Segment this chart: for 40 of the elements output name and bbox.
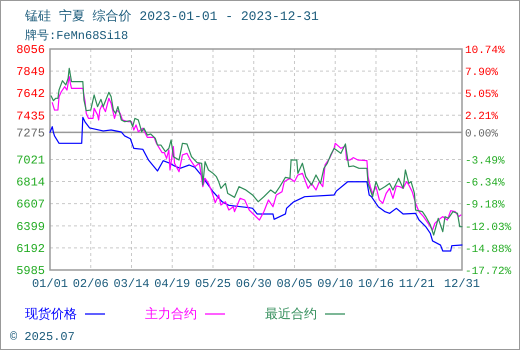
y2-tick-label: 10.74% <box>465 45 506 57</box>
legend-label: 最近合约 <box>265 307 317 322</box>
x-tick-label: 08/05 <box>276 277 312 291</box>
y-tick-label: 7642 <box>16 87 45 102</box>
y-tick-label: 7435 <box>16 109 45 124</box>
y-tick-label: 5985 <box>16 264 45 278</box>
x-tick-label: 03/14 <box>113 277 150 291</box>
y-tick-label: 6814 <box>16 176 45 190</box>
y-tick-label: 6192 <box>16 242 45 256</box>
y-tick-label: 7275 <box>16 126 45 140</box>
legend-label: 现货价格 <box>25 307 77 322</box>
line-series <box>49 116 463 252</box>
y2-tick-label: -17.72% <box>465 266 512 278</box>
x-tick-label: 02/06 <box>72 277 109 291</box>
x-tick-label: 04/19 <box>154 277 190 291</box>
y2-tick-label: 7.90% <box>465 67 498 80</box>
x-tick-label: 06/30 <box>236 277 272 291</box>
y2-tick-label: -6.34% <box>465 178 506 190</box>
text: © 2025.07 <box>10 330 75 344</box>
y-tick-label: 6399 <box>16 220 45 234</box>
y2-tick-label: -14.88% <box>465 244 512 256</box>
x-tick-label: 01/01 <box>32 277 68 291</box>
y-tick-label: 7849 <box>16 65 45 80</box>
y2-tick-label: -12.03% <box>465 222 512 234</box>
x-tick-label: 05/25 <box>194 277 231 291</box>
legend-label: 主力合约 <box>145 306 197 322</box>
y2-tick-label: 2.21% <box>465 111 498 124</box>
chart-title: 锰硅 宁夏 综合价 2023-01-01 - 2023-12-31 <box>24 8 320 24</box>
y2-tick-label: 5.05% <box>465 89 498 102</box>
x-tick-label: 12/31 <box>444 277 480 291</box>
y-tick-label: 6607 <box>16 198 45 212</box>
chart-subtitle: 牌号:FeMn68Si18 <box>25 29 128 43</box>
y2-tick-label: -3.49% <box>465 156 506 168</box>
x-tick-label: 10/16 <box>358 277 394 291</box>
y2-tick-label: 0.00% <box>465 128 498 140</box>
x-tick-label: 09/10 <box>317 277 354 291</box>
y-tick-label: 8056 <box>16 43 45 57</box>
y2-tick-label: -9.18% <box>465 200 506 212</box>
y-tick-label: 7021 <box>16 153 45 168</box>
x-tick-label: 11/21 <box>398 277 435 291</box>
